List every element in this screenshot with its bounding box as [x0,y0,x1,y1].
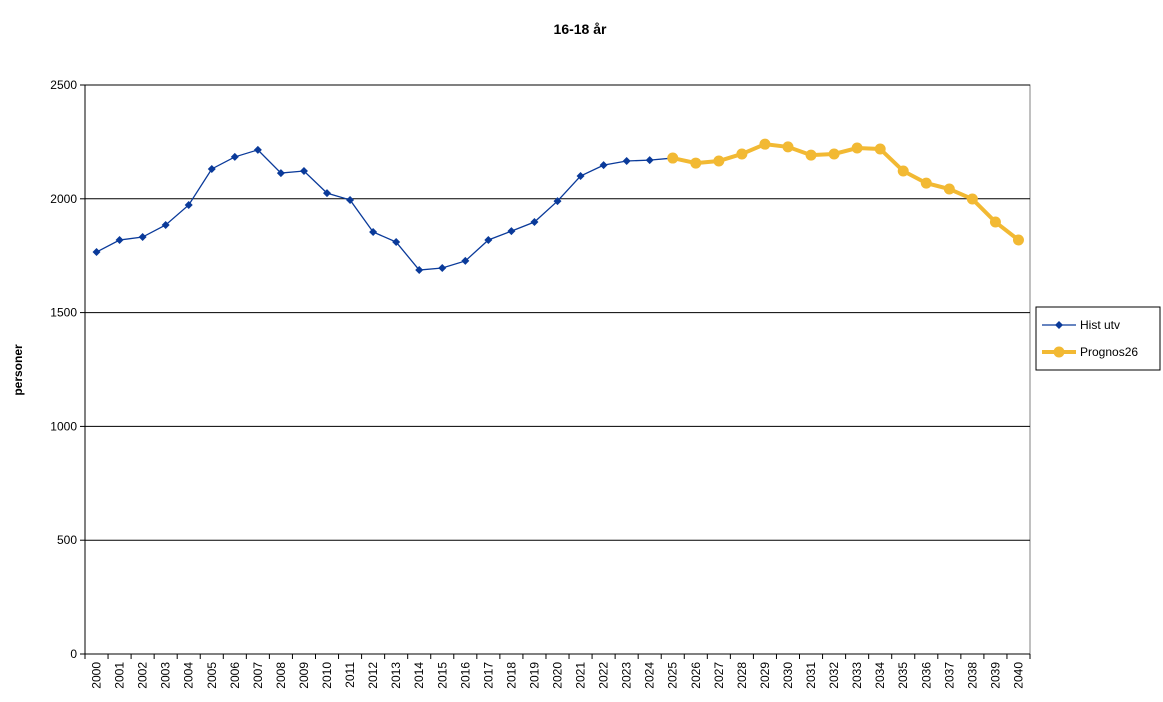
legend [1035,306,1161,371]
x-tick-label: 2027 [712,662,726,689]
data-point [415,266,424,275]
data-point [230,152,239,161]
x-tick-label: 2012 [366,662,380,689]
data-point [161,220,170,229]
data-point [805,149,817,161]
x-tick-label: 2023 [620,662,634,689]
data-point [115,235,124,244]
legend-label: Prognos26 [1080,345,1138,359]
x-tick-label: 2008 [274,662,288,689]
x-tick-label: 2005 [205,662,219,689]
data-point [184,200,193,209]
data-point [782,141,794,153]
data-point [276,169,285,178]
data-point [507,227,516,236]
data-point [989,216,1001,228]
series-line [96,149,673,271]
data-point [759,138,771,150]
data-point [713,155,725,167]
x-tick-label: 2010 [320,662,334,689]
x-tick-label: 2011 [343,662,357,688]
x-tick-label: 2003 [159,662,173,689]
x-tick-label: 2015 [435,662,449,689]
x-tick-label: 2013 [389,662,403,689]
x-tick-label: 2002 [136,662,150,689]
y-tick-label: 0 [70,647,77,661]
x-tick-label: 2037 [942,662,956,689]
x-tick-label: 2038 [965,662,979,689]
data-point [966,193,978,205]
x-tick-label: 2007 [251,662,265,689]
data-point [622,157,631,166]
x-tick-label: 2035 [896,662,910,689]
y-tick-label: 2500 [50,78,77,92]
x-tick-label: 2025 [666,662,680,689]
x-tick-label: 2009 [297,662,311,689]
x-tick-label: 2006 [228,662,242,689]
chart-title: 16-18 år [554,21,607,37]
data-point [851,142,863,154]
x-tick-label: 2018 [504,662,518,689]
data-point [576,172,585,181]
data-point [438,263,447,272]
data-point [299,167,308,176]
data-point [323,189,332,198]
x-tick-label: 2014 [412,662,426,689]
x-tick-label: 2032 [827,662,841,689]
x-tick-label: 2020 [551,662,565,689]
x-tick-label: 2017 [481,662,495,689]
data-point [599,161,608,170]
x-tick-label: 2039 [988,662,1002,689]
x-tick-label: 2034 [873,662,887,689]
x-tick-label: 2021 [574,662,588,689]
x-tick-label: 2016 [458,662,472,689]
data-point [92,248,101,257]
y-tick-label: 2000 [50,192,77,206]
x-tick-label: 2026 [689,662,703,689]
x-tick-label: 2022 [597,662,611,689]
data-point [897,165,909,177]
data-point [874,143,886,155]
plot-area [84,84,1031,655]
x-tick-label: 2004 [182,662,196,689]
data-point [484,235,493,244]
x-tick-label: 2030 [781,662,795,689]
x-tick-label: 2001 [113,662,127,689]
data-point [920,177,932,189]
data-point [207,164,216,173]
x-tick-label: 2029 [758,662,772,689]
data-point [346,195,355,204]
x-tick-label: 2031 [804,662,818,689]
data-point [253,145,262,154]
legend-marker [1055,321,1063,329]
x-tick-label: 2033 [850,662,864,689]
x-tick-label: 2000 [90,662,104,689]
x-tick-label: 2019 [527,662,541,689]
x-tick-label: 2040 [1011,662,1025,689]
data-point [1012,234,1024,246]
data-point [690,157,702,169]
data-point [138,233,147,242]
data-point [736,148,748,160]
data-point [828,148,840,160]
y-axis-label: personer [11,344,25,396]
data-point [943,183,955,195]
x-tick-label: 2024 [643,662,657,689]
y-tick-label: 500 [57,533,77,547]
legend-marker [1053,346,1065,358]
data-point [645,156,654,165]
y-tick-label: 1500 [50,306,77,320]
legend-label: Hist utv [1080,318,1120,332]
data-point [667,152,679,164]
data-point [553,197,562,206]
data-point [369,228,378,237]
series-line [672,142,1020,242]
y-tick-label: 1000 [50,419,77,433]
data-point [461,256,470,265]
data-point [530,218,539,227]
x-tick-label: 2028 [735,662,749,689]
x-tick-label: 2036 [919,662,933,689]
data-point [392,238,401,247]
